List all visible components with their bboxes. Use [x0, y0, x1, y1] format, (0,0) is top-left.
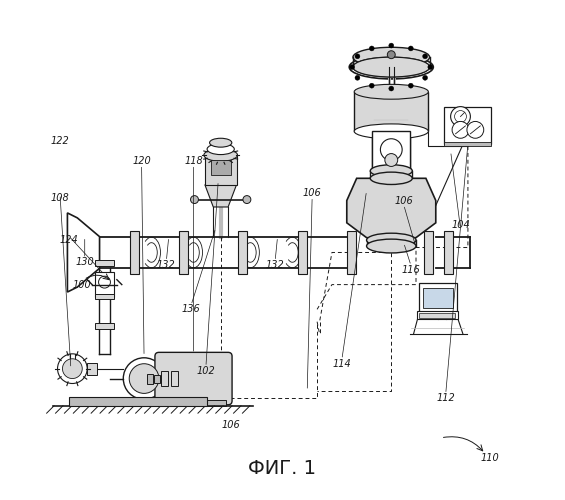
Bar: [423, 288, 453, 308]
Bar: [238, 230, 247, 274]
Bar: [424, 230, 433, 274]
Bar: [179, 230, 188, 274]
Circle shape: [408, 46, 413, 51]
Bar: [347, 230, 356, 274]
Circle shape: [190, 196, 198, 203]
Bar: [211, 160, 231, 175]
Circle shape: [451, 106, 471, 126]
Circle shape: [428, 64, 433, 70]
Bar: [372, 132, 410, 171]
Bar: [130, 230, 138, 274]
Text: 114: 114: [332, 358, 351, 368]
Ellipse shape: [354, 84, 428, 99]
Circle shape: [350, 64, 355, 70]
Text: 112: 112: [436, 394, 455, 404]
Bar: [419, 313, 455, 318]
Text: 120: 120: [132, 156, 151, 166]
Bar: [94, 260, 114, 266]
Bar: [354, 92, 428, 132]
Bar: [418, 312, 458, 319]
Circle shape: [355, 76, 360, 80]
Ellipse shape: [207, 144, 234, 154]
Bar: [69, 397, 207, 406]
Bar: [419, 283, 457, 312]
Circle shape: [452, 122, 469, 138]
Bar: [444, 142, 491, 146]
Text: 104: 104: [451, 220, 470, 230]
Circle shape: [423, 54, 428, 59]
Circle shape: [243, 196, 251, 203]
Circle shape: [389, 86, 394, 91]
Circle shape: [370, 83, 374, 88]
Circle shape: [123, 358, 165, 400]
Text: 118: 118: [184, 156, 203, 166]
Bar: [298, 230, 307, 274]
Bar: [146, 374, 153, 384]
Text: 102: 102: [197, 366, 215, 376]
Text: 106: 106: [303, 188, 321, 198]
Text: 132: 132: [157, 260, 176, 270]
Polygon shape: [205, 184, 237, 207]
Text: 110: 110: [481, 452, 499, 462]
Bar: [154, 374, 160, 382]
Ellipse shape: [353, 57, 429, 77]
Ellipse shape: [367, 239, 416, 253]
Circle shape: [408, 83, 413, 88]
Bar: [162, 400, 225, 406]
Circle shape: [389, 43, 394, 48]
Circle shape: [355, 54, 360, 59]
Text: 124: 124: [59, 235, 79, 245]
Circle shape: [380, 138, 402, 160]
Bar: [444, 230, 453, 274]
Ellipse shape: [353, 48, 429, 67]
Text: 122: 122: [51, 136, 69, 146]
Ellipse shape: [370, 172, 412, 184]
Text: 132: 132: [266, 260, 284, 270]
Text: 108: 108: [51, 193, 69, 203]
Bar: [162, 371, 168, 386]
Circle shape: [370, 46, 374, 51]
Text: 106: 106: [394, 196, 413, 205]
Circle shape: [385, 154, 398, 166]
Polygon shape: [347, 178, 436, 240]
Text: ФИГ. 1: ФИГ. 1: [249, 460, 316, 478]
Bar: [94, 323, 114, 329]
Bar: [94, 294, 114, 300]
Bar: [87, 362, 97, 374]
Bar: [171, 371, 177, 386]
Text: 136: 136: [182, 304, 201, 314]
Text: 130: 130: [75, 258, 94, 268]
Bar: [205, 155, 237, 184]
Text: 106: 106: [221, 420, 240, 430]
Ellipse shape: [210, 138, 232, 147]
Circle shape: [388, 50, 396, 58]
Circle shape: [129, 364, 159, 394]
Ellipse shape: [370, 164, 412, 177]
Circle shape: [455, 110, 467, 122]
Ellipse shape: [349, 55, 433, 79]
Ellipse shape: [353, 57, 429, 77]
Bar: [94, 272, 114, 297]
Ellipse shape: [354, 124, 428, 138]
Text: 100: 100: [73, 280, 92, 289]
Ellipse shape: [204, 149, 237, 161]
Bar: [444, 106, 491, 144]
Circle shape: [423, 76, 428, 80]
Polygon shape: [67, 213, 99, 292]
Text: 116: 116: [402, 265, 420, 275]
Bar: [374, 136, 408, 166]
Ellipse shape: [367, 233, 416, 247]
Circle shape: [63, 359, 82, 378]
Circle shape: [467, 122, 484, 138]
FancyBboxPatch shape: [155, 352, 232, 405]
Circle shape: [58, 354, 87, 384]
